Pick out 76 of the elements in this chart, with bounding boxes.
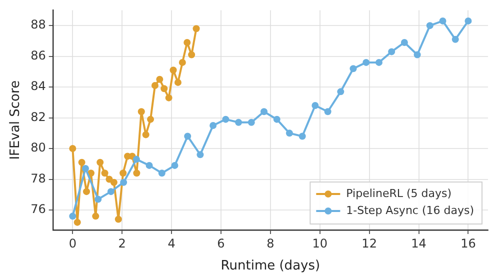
point	[273, 116, 280, 123]
point	[324, 108, 332, 116]
point	[178, 58, 186, 66]
point	[196, 151, 204, 158]
point	[132, 156, 140, 163]
point	[298, 132, 306, 140]
point	[375, 58, 382, 66]
point	[160, 85, 168, 92]
point	[210, 122, 217, 129]
x-tick-label: 6	[217, 236, 225, 250]
point	[248, 118, 255, 126]
point	[452, 36, 459, 43]
point	[170, 66, 177, 74]
point	[74, 218, 81, 226]
point	[120, 170, 127, 177]
point	[110, 178, 118, 186]
point	[151, 82, 158, 90]
y-tick-label: 78	[30, 171, 46, 186]
point	[78, 158, 86, 166]
point	[92, 212, 100, 220]
x-tick-label: 8	[266, 236, 274, 250]
point	[184, 38, 191, 46]
point	[120, 178, 128, 186]
point	[188, 51, 196, 58]
point	[235, 118, 242, 126]
y-tick-label: 84	[30, 79, 46, 94]
point	[426, 22, 434, 30]
legend-label: PipelineRL (5 days)	[346, 186, 452, 200]
x-tick-label: 0	[68, 236, 76, 250]
point	[174, 78, 182, 86]
point	[133, 170, 140, 177]
point	[107, 188, 114, 196]
point	[158, 170, 166, 177]
x-tick-label: 2	[118, 236, 126, 250]
point	[414, 51, 421, 58]
x-tick-label: 14	[411, 236, 426, 250]
x-tick-label: 4	[168, 236, 176, 250]
point	[362, 58, 370, 66]
point	[260, 108, 268, 116]
point	[464, 17, 472, 24]
point	[439, 17, 446, 24]
y-tick-label: 76	[30, 202, 46, 216]
point	[101, 170, 108, 177]
point	[96, 158, 104, 166]
point	[222, 116, 230, 123]
point	[156, 76, 164, 83]
point	[400, 38, 408, 46]
point	[184, 132, 192, 140]
point	[350, 65, 357, 72]
point	[82, 188, 90, 196]
point	[69, 145, 76, 152]
point	[165, 94, 172, 102]
point	[146, 162, 153, 169]
x-tick-label: 10	[312, 236, 328, 250]
point	[286, 130, 293, 137]
legend-label: 1-Step Async (16 days)	[346, 204, 474, 217]
point	[337, 88, 344, 96]
point	[312, 102, 319, 109]
point	[147, 116, 154, 123]
y-tick-label: 80	[30, 140, 46, 155]
x-tick-label: 12	[362, 236, 377, 250]
point	[171, 162, 178, 169]
y-tick-label: 82	[30, 110, 46, 124]
y-axis-title: IFEval Score	[8, 80, 24, 160]
point	[388, 48, 396, 56]
x-axis-title: Runtime (days)	[220, 258, 320, 274]
point	[94, 196, 102, 203]
point	[82, 165, 90, 172]
y-tick-label: 86	[30, 48, 46, 62]
y-tick-label: 88	[30, 18, 46, 32]
x-tick-label: 16	[460, 236, 476, 250]
point	[114, 216, 122, 223]
point	[142, 131, 150, 138]
point	[192, 25, 200, 32]
point	[138, 108, 145, 116]
point	[69, 212, 76, 220]
